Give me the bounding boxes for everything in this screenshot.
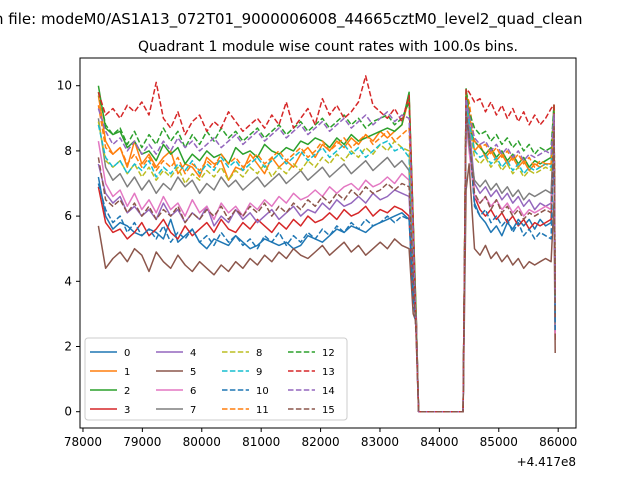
legend-label: 0	[124, 348, 130, 359]
legend-label: 2	[124, 386, 130, 397]
legend-label: 8	[256, 348, 262, 359]
legend-label: 1	[124, 367, 130, 378]
x-tick-label: 82000	[301, 435, 339, 449]
x-tick-label: 79000	[123, 435, 161, 449]
y-tick-label: 8	[64, 144, 72, 158]
x-tick-label: 84000	[420, 435, 458, 449]
legend-label: 5	[190, 367, 196, 378]
series-line-4	[97, 101, 556, 413]
series-line-15	[97, 111, 556, 413]
x-tick-label: 85000	[480, 435, 518, 449]
y-tick-label: 10	[57, 79, 72, 93]
chart-title: Quadrant 1 module wise count rates with …	[138, 39, 518, 55]
x-tick-label: 83000	[361, 435, 399, 449]
series-line-14	[97, 97, 556, 413]
x-offset-label: +4.417e8	[517, 455, 576, 469]
y-tick-label: 2	[64, 340, 72, 354]
x-tick-label: 78000	[64, 435, 102, 449]
x-tick-label: 86000	[539, 435, 577, 449]
series-line-0	[97, 124, 556, 413]
series-line-10	[97, 117, 556, 413]
legend-label: 4	[190, 348, 196, 359]
legend-label: 12	[322, 348, 335, 359]
legend-label: 13	[322, 367, 335, 378]
series-line-12	[97, 88, 556, 413]
legend-label: 10	[256, 386, 269, 397]
legend-label: 9	[256, 367, 262, 378]
legend-label: 3	[124, 405, 130, 416]
series-line-6	[97, 120, 556, 413]
figure-suptitle: n file: modeM0/AS1A13_072T01_9000006008_…	[0, 10, 583, 29]
legend-label: 6	[190, 386, 196, 397]
y-tick-label: 4	[64, 274, 72, 288]
series-line-13	[97, 75, 556, 413]
y-axis: 0 2 4 6 8 10	[57, 79, 80, 419]
x-tick-label: 81000	[242, 435, 280, 449]
y-tick-label: 6	[64, 209, 72, 223]
series-layer	[97, 75, 556, 413]
series-line-11	[97, 91, 556, 413]
axes-frame	[79, 57, 577, 429]
legend-label: 7	[190, 405, 196, 416]
y-tick-label: 0	[64, 405, 72, 419]
x-axis: 78000 79000 80000 81000 82000 83000 84000 85000…	[64, 428, 577, 449]
legend-label: 15	[322, 405, 335, 416]
x-tick-label: 80000	[183, 435, 221, 449]
series-line-5	[97, 163, 556, 413]
series-line-7	[97, 107, 556, 413]
series-line-1	[97, 91, 556, 413]
legend-box	[84, 337, 348, 421]
series-line-8	[97, 104, 556, 413]
series-line-2	[97, 85, 556, 413]
plot-area: 78000 79000 80000 81000 82000 83000 84000 85000…	[57, 57, 577, 449]
legend-label: 11	[256, 405, 269, 416]
legend-label: 14	[322, 386, 335, 397]
series-line-9	[97, 101, 556, 413]
